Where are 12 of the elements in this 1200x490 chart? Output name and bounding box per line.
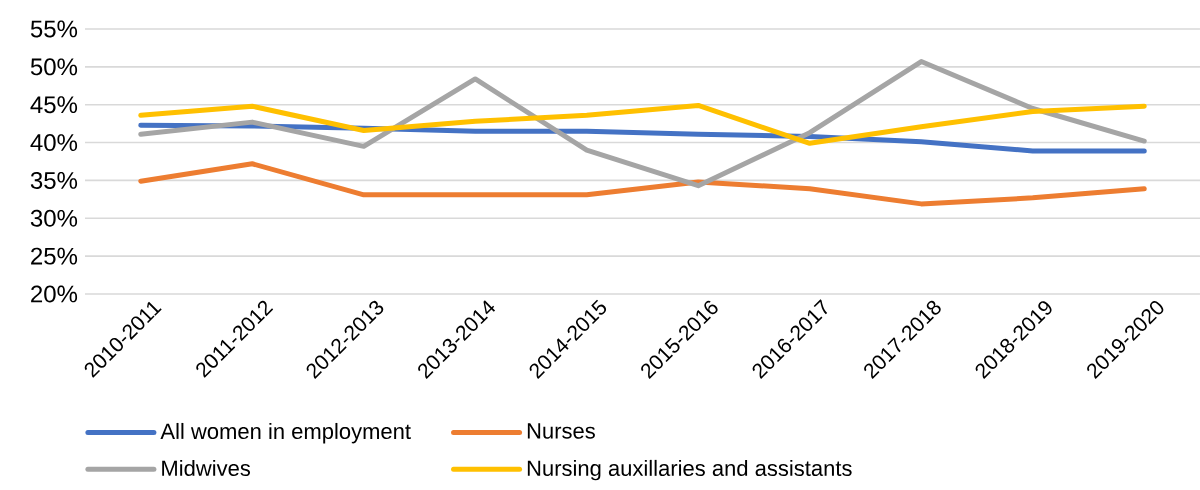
y-tick-label: 30% — [30, 209, 78, 227]
legend-label: Nurses — [527, 423, 595, 439]
y-tick-label: 40% — [30, 134, 78, 152]
legend-label: All women in employment — [160, 422, 411, 444]
legend-label: Midwives — [162, 459, 251, 477]
y-tick-label: 35% — [30, 171, 78, 189]
y-tick-label: 20% — [31, 285, 78, 303]
y-tick-label: 55% — [30, 20, 78, 38]
y-tick-label: 25% — [31, 247, 78, 265]
y-tick-label: 50% — [30, 58, 78, 76]
legend-label: Nursing auxillaries and assistants — [527, 459, 852, 481]
y-tick-label: 45% — [30, 96, 78, 114]
